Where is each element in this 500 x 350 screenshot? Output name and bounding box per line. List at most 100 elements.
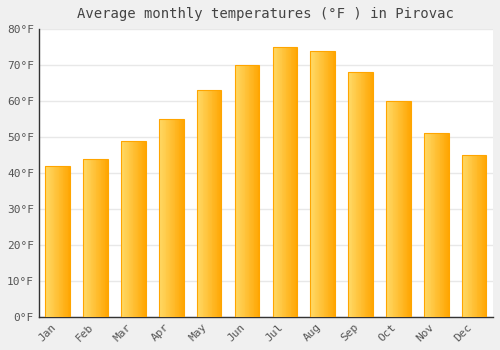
Bar [106,159,107,317]
Bar [88,159,89,317]
Bar [254,65,255,317]
Bar [371,72,372,317]
Bar [172,119,173,317]
Bar [159,119,160,317]
Bar [46,166,47,317]
Bar [69,166,70,317]
Bar [432,133,433,317]
Bar [139,141,140,317]
Bar [424,133,425,317]
Bar [372,72,373,317]
Bar [162,119,163,317]
Bar [278,47,279,317]
Bar [104,159,106,317]
Bar [325,51,326,317]
Bar [102,159,103,317]
Bar [443,133,444,317]
Bar [57,166,58,317]
Bar [334,51,335,317]
Bar [386,101,410,317]
Bar [408,101,409,317]
Bar [132,141,134,317]
Bar [437,133,438,317]
Bar [400,101,401,317]
Bar [367,72,368,317]
Bar [58,166,59,317]
Bar [395,101,396,317]
Bar [313,51,314,317]
Bar [317,51,318,317]
Bar [248,65,250,317]
Bar [180,119,181,317]
Bar [349,72,350,317]
Bar [320,51,321,317]
Bar [386,101,387,317]
Bar [438,133,440,317]
Bar [397,101,398,317]
Bar [471,155,472,317]
Bar [99,159,100,317]
Bar [369,72,370,317]
Bar [480,155,482,317]
Bar [332,51,334,317]
Bar [310,51,311,317]
Bar [354,72,355,317]
Bar [255,65,256,317]
Bar [246,65,247,317]
Bar [66,166,67,317]
Bar [64,166,65,317]
Bar [68,166,69,317]
Bar [247,65,248,317]
Bar [89,159,90,317]
Bar [257,65,258,317]
Bar [238,65,239,317]
Bar [476,155,478,317]
Bar [220,90,222,317]
Bar [444,133,446,317]
Bar [173,119,174,317]
Bar [360,72,362,317]
Bar [472,155,474,317]
Bar [52,166,53,317]
Bar [428,133,429,317]
Bar [85,159,86,317]
Bar [286,47,288,317]
Bar [93,159,94,317]
Bar [288,47,289,317]
Bar [429,133,430,317]
Bar [392,101,394,317]
Bar [478,155,479,317]
Bar [442,133,443,317]
Bar [285,47,286,317]
Bar [398,101,399,317]
Bar [250,65,251,317]
Bar [404,101,405,317]
Bar [67,166,68,317]
Bar [215,90,216,317]
Bar [391,101,392,317]
Bar [239,65,240,317]
Bar [434,133,436,317]
Bar [218,90,219,317]
Bar [426,133,428,317]
Bar [128,141,130,317]
Bar [177,119,178,317]
Bar [107,159,108,317]
Bar [446,133,447,317]
Bar [440,133,441,317]
Bar [138,141,139,317]
Bar [181,119,182,317]
Bar [214,90,215,317]
Bar [236,65,237,317]
Bar [125,141,126,317]
Bar [447,133,448,317]
Bar [272,47,297,317]
Bar [296,47,297,317]
Bar [176,119,177,317]
Bar [370,72,371,317]
Bar [310,51,335,317]
Bar [47,166,48,317]
Bar [159,119,184,317]
Bar [424,133,448,317]
Bar [433,133,434,317]
